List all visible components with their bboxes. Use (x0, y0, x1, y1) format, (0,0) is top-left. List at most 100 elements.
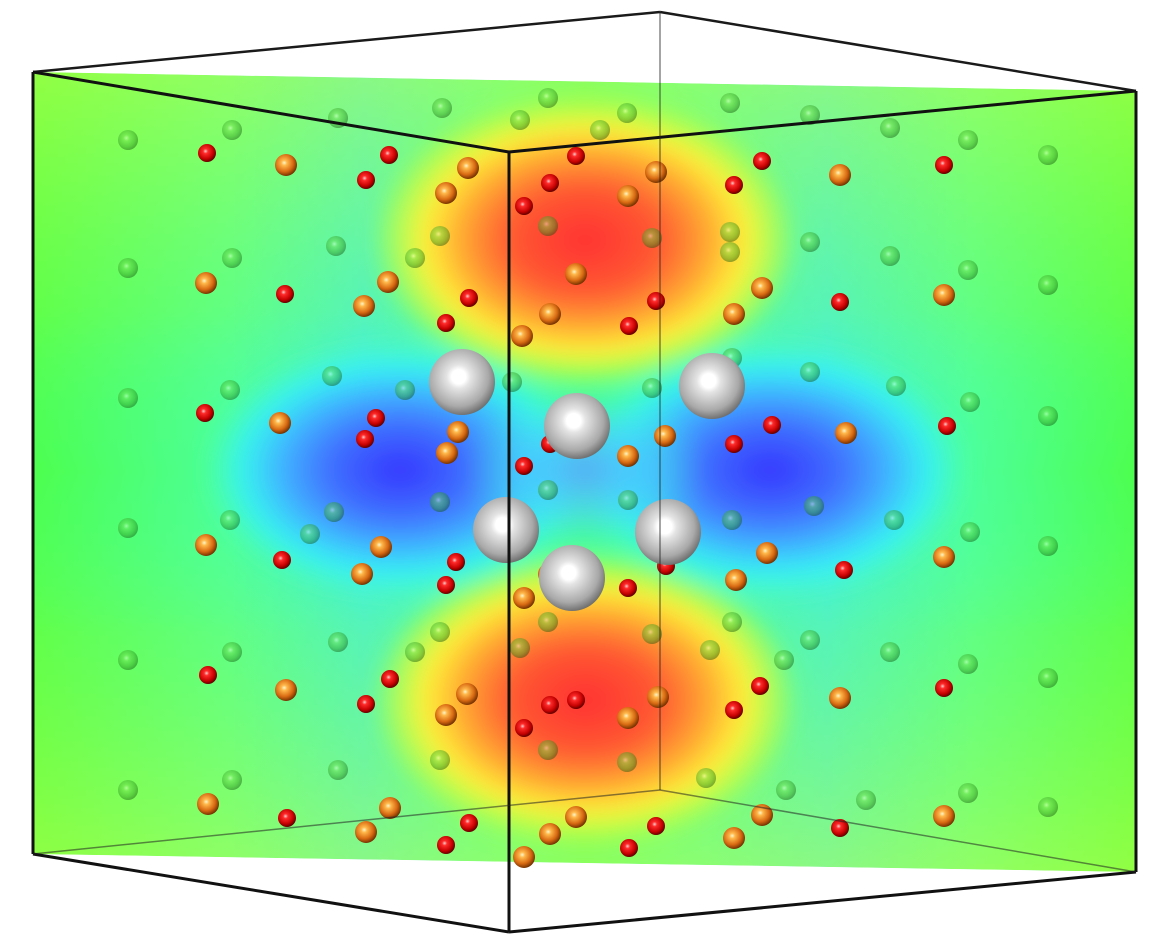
red-atom (935, 156, 953, 174)
green-atom (800, 105, 820, 125)
green-atom (642, 228, 662, 248)
orange-atom (565, 806, 587, 828)
red-atom (835, 561, 853, 579)
large-gray-atom (635, 499, 701, 565)
orange-atom (725, 569, 747, 591)
green-atom (326, 236, 346, 256)
green-atom (1038, 275, 1058, 295)
red-atom (196, 404, 214, 422)
green-atom (804, 496, 824, 516)
red-atom (515, 197, 533, 215)
green-atom (884, 510, 904, 530)
orange-atom (829, 164, 851, 186)
orange-atom (435, 182, 457, 204)
green-atom (430, 492, 450, 512)
cell-hidden-edges (32, 12, 1137, 873)
green-atom (642, 624, 662, 644)
green-atom (328, 760, 348, 780)
green-atom (800, 630, 820, 650)
large-gray-atom (679, 353, 745, 419)
green-atom (222, 642, 242, 662)
orange-atom (197, 793, 219, 815)
green-atom (800, 362, 820, 382)
green-atom (590, 120, 610, 140)
red-atom (381, 670, 399, 688)
large-gray-atom (429, 349, 495, 415)
red-atom (620, 839, 638, 857)
green-atom (430, 622, 450, 642)
orange-atom (511, 325, 533, 347)
red-atom (380, 146, 398, 164)
red-atom (725, 435, 743, 453)
green-atom (322, 366, 342, 386)
green-atom (430, 226, 450, 246)
orange-atom (275, 679, 297, 701)
orange-atom (539, 823, 561, 845)
orange-atom (565, 263, 587, 285)
green-atom (538, 88, 558, 108)
red-atom (541, 174, 559, 192)
green-atom (324, 502, 344, 522)
orange-atom (355, 821, 377, 843)
green-atom (617, 103, 637, 123)
red-atom (460, 289, 478, 307)
red-atom (437, 314, 455, 332)
green-atom (800, 232, 820, 252)
green-atom (880, 246, 900, 266)
orange-atom (539, 303, 561, 325)
green-atom (405, 642, 425, 662)
green-atom (696, 768, 716, 788)
green-atom (1038, 797, 1058, 817)
orange-atom (756, 542, 778, 564)
green-atom (720, 242, 740, 262)
orange-atom (379, 797, 401, 819)
red-atom (567, 691, 585, 709)
red-atom (276, 285, 294, 303)
large-gray-atom (473, 497, 539, 563)
green-atom (538, 480, 558, 500)
green-atom (118, 258, 138, 278)
green-atom (538, 740, 558, 760)
orange-atom (645, 161, 667, 183)
green-atom (432, 98, 452, 118)
green-atom (118, 780, 138, 800)
red-atom (725, 176, 743, 194)
red-atom (938, 417, 956, 435)
red-atom (831, 293, 849, 311)
cell-back-edges (32, 10, 1137, 93)
red-atom (831, 819, 849, 837)
red-atom (198, 144, 216, 162)
green-atom (118, 518, 138, 538)
green-atom (642, 378, 662, 398)
red-atom (273, 551, 291, 569)
green-atom (222, 248, 242, 268)
red-atom (753, 152, 771, 170)
red-atom (567, 147, 585, 165)
green-atom (960, 392, 980, 412)
large-gray-atom (539, 545, 605, 611)
orange-atom (617, 185, 639, 207)
orange-atom (617, 445, 639, 467)
orange-atom (835, 422, 857, 444)
green-atom (880, 642, 900, 662)
green-atom (720, 222, 740, 242)
orange-atom (269, 412, 291, 434)
orange-atom (436, 442, 458, 464)
green-atom (328, 632, 348, 652)
green-atom (118, 650, 138, 670)
orange-atom (723, 827, 745, 849)
orange-atom (195, 534, 217, 556)
green-atom (1038, 536, 1058, 556)
green-atom (118, 130, 138, 150)
green-atom (430, 750, 450, 770)
green-atom (880, 118, 900, 138)
red-atom (763, 416, 781, 434)
red-atom (356, 430, 374, 448)
orange-atom (829, 687, 851, 709)
green-atom (617, 752, 637, 772)
orange-atom (751, 804, 773, 826)
cell-front-edges (31, 70, 1138, 934)
green-atom (510, 638, 530, 658)
green-atom (958, 260, 978, 280)
